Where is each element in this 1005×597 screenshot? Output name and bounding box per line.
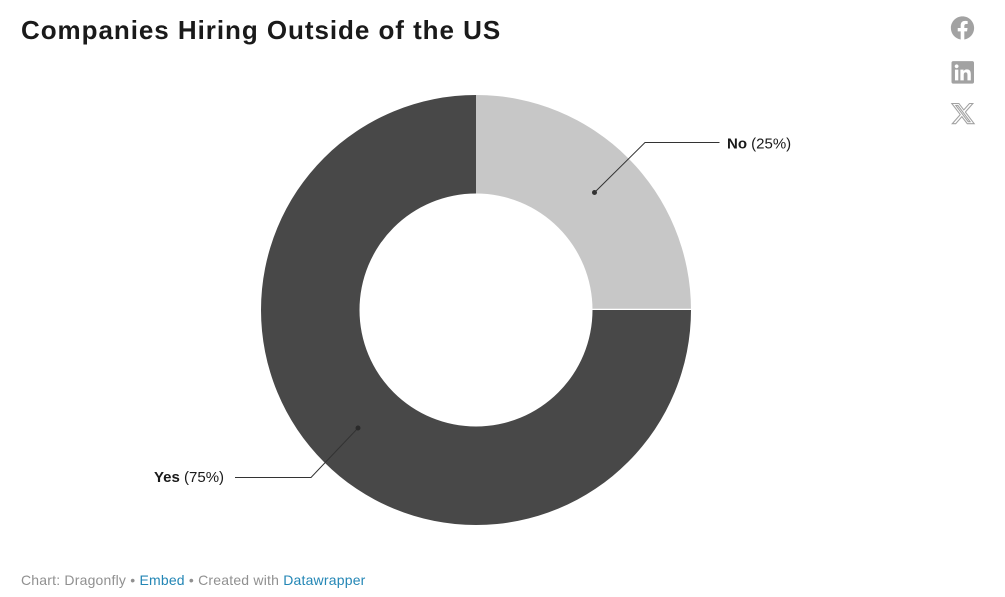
svg-text:Yes (75%): Yes (75%): [154, 469, 224, 486]
svg-text:No (25%): No (25%): [727, 136, 791, 153]
